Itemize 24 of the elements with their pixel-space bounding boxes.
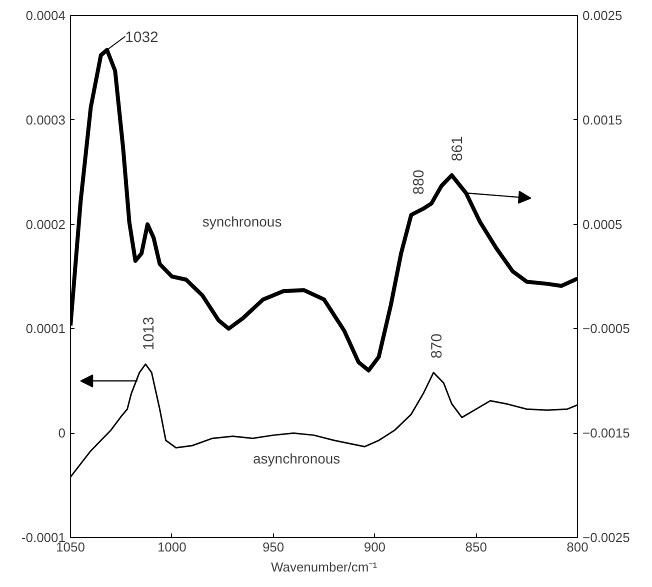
y2-tick-label: −0.0005 (582, 321, 630, 336)
x-axis-title: Wavenumber/cm⁻¹ (270, 560, 378, 574)
y-tick-label: 0.0003 (26, 112, 66, 128)
annotation: 880 (410, 170, 428, 195)
x-tick-label: 850 (465, 540, 487, 554)
line-series (70, 363, 578, 478)
x-tick-label: 950 (262, 540, 284, 554)
x-tick-label: 800 (566, 540, 588, 554)
y-tick-label: 0.0004 (26, 8, 66, 23)
y-tick-label: 0 (58, 426, 66, 441)
annotation: 861 (448, 136, 466, 162)
annotation: 1032 (125, 28, 158, 46)
y-tick-label: 0.0001 (26, 321, 66, 336)
x-tick-label: 1000 (157, 540, 186, 554)
y2-tick-label: 0.0025 (582, 8, 622, 23)
y-tick-label: 0.0002 (26, 216, 66, 232)
annotation: 1013 (140, 316, 158, 350)
annotation: asynchronous (253, 450, 340, 467)
annotation: 870 (428, 334, 446, 359)
annotation: synchronous (202, 214, 282, 230)
y2-tick-label: −0.0015 (582, 426, 630, 441)
x-tick-label: 900 (364, 540, 386, 554)
y2-tick-label: 0.0005 (582, 216, 622, 232)
y2-tick-label: 0.0015 (582, 112, 622, 128)
